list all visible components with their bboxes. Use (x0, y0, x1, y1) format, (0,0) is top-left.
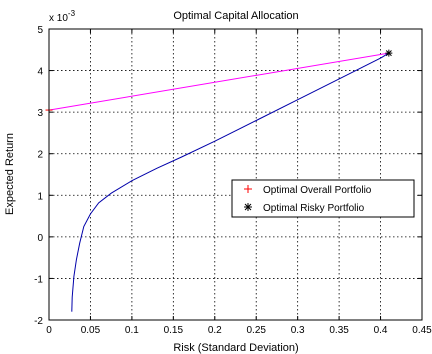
x-axis-label: Risk (Standard Deviation) (173, 342, 298, 354)
series-line-1 (71, 52, 390, 312)
y-exponent-power: -3 (68, 9, 76, 18)
y-tick-label: 3 (37, 108, 43, 119)
grid (49, 29, 422, 320)
risky-portfolio-marker (385, 49, 393, 57)
x-tick-label: 0.45 (412, 325, 432, 336)
y-tick-label: -2 (34, 316, 43, 327)
x-tick-label: 0 (46, 325, 52, 336)
y-tick-label: 1 (37, 191, 43, 202)
y-tick-label: 4 (37, 67, 43, 78)
x-tick-label: 0.35 (329, 325, 349, 336)
y-tick-label: 5 (37, 25, 43, 36)
legend-label-risky: Optimal Risky Portfolio (263, 203, 365, 214)
x-tick-label: 0.05 (81, 325, 101, 336)
y-exponent: x 10-3 (49, 9, 76, 24)
y-exponent-base: x 10 (49, 13, 68, 24)
plot-area (49, 29, 422, 320)
y-axis-label: Expected Return (4, 133, 16, 215)
legend: Optimal Overall Portfolio Optimal Risky … (231, 179, 415, 218)
legend-label-overall: Optimal Overall Portfolio (263, 185, 372, 196)
legend-marker-plus (244, 185, 252, 193)
legend-box (231, 179, 415, 218)
y-tick-label: -1 (34, 274, 43, 285)
y-tick-label: 2 (37, 150, 43, 161)
y-tick-label: 0 (37, 233, 43, 244)
x-tick-label: 0.25 (246, 325, 266, 336)
chart-title: Optimal Capital Allocation (173, 10, 298, 22)
x-tick-label: 0.15 (164, 325, 184, 336)
x-tick-label: 0.1 (125, 325, 139, 336)
ticks: 0 0.05 0.1 0.15 0.2 0.25 0.3 0.35 0.4 0.45 -2 -1 0 1 2… (34, 25, 432, 336)
x-tick-label: 0.4 (374, 325, 388, 336)
legend-marker-asterisk (244, 203, 252, 211)
series-line-0 (48, 52, 389, 111)
x-tick-label: 0.3 (291, 325, 305, 336)
plot-frame (48, 28, 423, 321)
x-tick-label: 0.2 (208, 325, 222, 336)
